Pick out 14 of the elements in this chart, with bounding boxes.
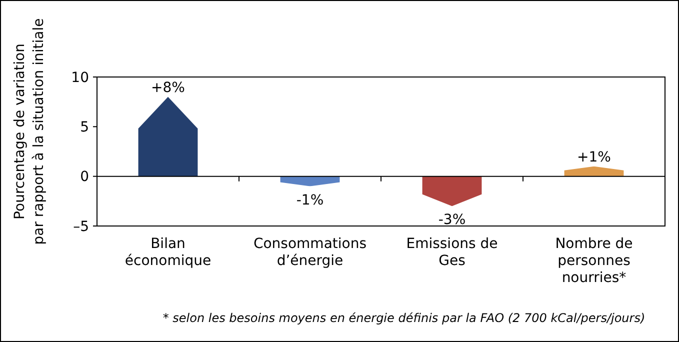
y-tick-label: 0 [80,169,89,186]
y-axis-title: Pourcentage de variation par rapport à la situation initiale [12,18,47,245]
y-tick-label: 5 [80,120,89,136]
x-tick-label: Nombre de personnes nourries* [555,236,633,286]
y-tick-label: 10 [71,70,89,86]
data-label: -3% [438,212,466,228]
data-label: +8% [151,80,185,96]
x-tick-label: Emissions de Ges [406,236,498,269]
x-tick-label: Consommations d’énergie [253,236,367,269]
y-tick-label: –5 [73,218,89,235]
text: * selon les besoins moyens en énergie définis par la FAO (2 700 kCal/pers/jours) [162,311,646,325]
data-label: -1% [296,192,324,208]
x-tick-label: Bilan économique [124,236,212,269]
data-label: +1% [577,149,611,166]
